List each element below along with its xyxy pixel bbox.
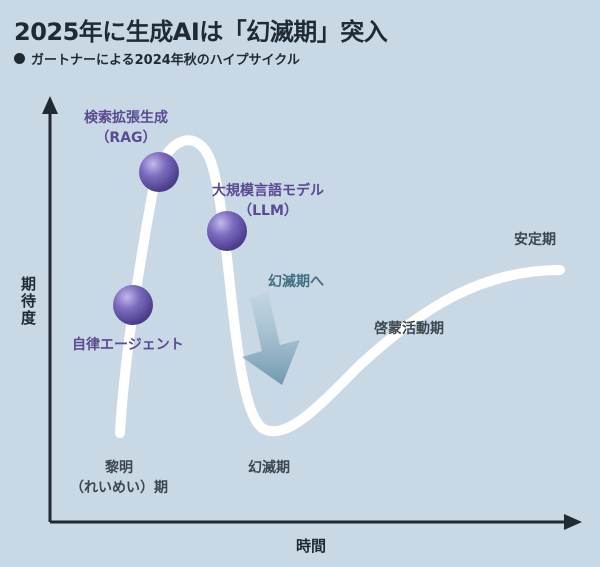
rag-label: 検索拡張生成 （RAG）	[84, 108, 168, 149]
rag-label-line2: （RAG）	[95, 130, 157, 147]
y-axis-arrow-icon	[42, 96, 58, 114]
llm-marker	[207, 211, 247, 251]
page-title: 2025年に生成AIは「幻滅期」突入	[14, 18, 388, 46]
hype-curve	[115, 135, 565, 438]
llm-label: 大規模言語モデル （LLM）	[212, 181, 324, 222]
innovation-trigger-line2: （れいめい）期	[70, 480, 168, 497]
arrow-label: 幻滅期へ	[268, 274, 324, 290]
x-axis-arrow-icon	[564, 514, 582, 530]
subtitle-text: ガートナーによる2024年秋のハイプサイクル	[31, 53, 300, 68]
x-axis-label: 時間	[296, 537, 327, 555]
down-arrow-icon	[242, 292, 300, 385]
agent-marker	[113, 285, 153, 325]
trough-label: 幻滅期	[248, 460, 290, 476]
subtitle: ガートナーによる2024年秋のハイプサイクル	[14, 49, 300, 68]
y-axis-label: 期待度	[19, 276, 37, 327]
llm-label-line1: 大規模言語モデル	[212, 183, 324, 199]
bullet-icon	[14, 53, 25, 64]
slope-label: 啓蒙活動期	[374, 321, 444, 337]
innovation-trigger-line1: 黎明	[105, 460, 133, 476]
innovation-trigger-label: 黎明 （れいめい）期	[70, 458, 168, 499]
rag-marker	[139, 152, 179, 192]
plateau-label: 安定期	[514, 232, 556, 248]
agent-label: 自律エージェント	[72, 337, 184, 353]
llm-label-line2: （LLM）	[238, 203, 298, 220]
rag-label-line1: 検索拡張生成	[84, 110, 168, 126]
